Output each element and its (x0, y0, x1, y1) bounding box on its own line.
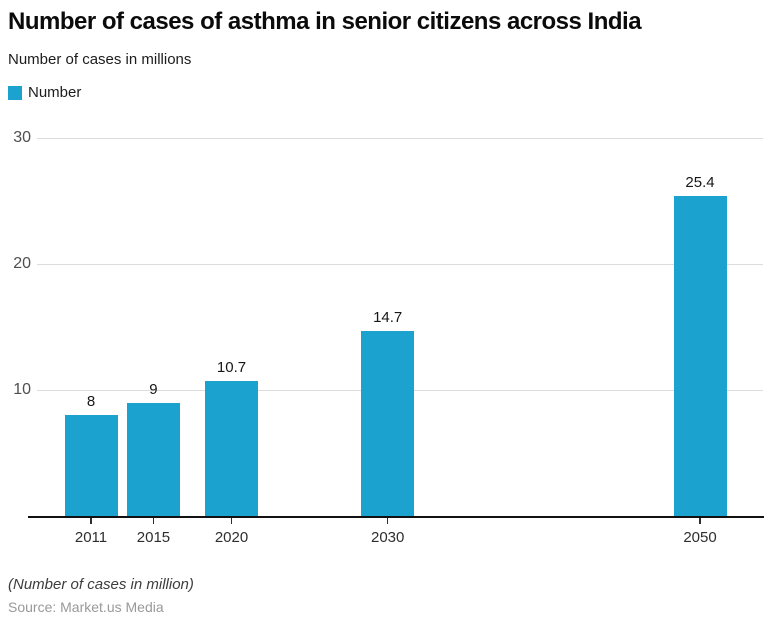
x-axis-tick (152, 518, 155, 524)
x-axis-tick (230, 518, 233, 524)
chart-title: Number of cases of asthma in senior citi… (8, 8, 642, 35)
x-axis-tick (90, 518, 92, 524)
x-axis-tick-label: 2020 (214, 529, 249, 546)
bar-value-label: 25.4 (685, 173, 715, 191)
source-credit: Source: Market.us Media (8, 599, 164, 615)
bar-value-label: 8 (86, 393, 96, 411)
bar (64, 415, 118, 516)
y-gridline (37, 137, 763, 139)
x-axis-tick-label: 2050 (683, 529, 717, 546)
bar (205, 381, 259, 516)
legend-swatch-icon (8, 85, 22, 100)
x-axis-tick (699, 518, 701, 524)
bar-value-label: 10.7 (216, 359, 247, 377)
legend-label: Number (28, 84, 82, 101)
bar (126, 402, 180, 516)
y-gridline (37, 263, 763, 265)
y-axis-tick-label: 10 (13, 381, 31, 398)
x-axis-tick (386, 518, 389, 524)
x-axis-line (28, 516, 764, 518)
x-axis-tick-label: 2030 (371, 529, 405, 546)
y-axis-tick-label: 20 (13, 255, 31, 272)
bar-value-label: 14.7 (373, 308, 403, 326)
axis-unit-note: (Number of cases in million) (8, 576, 194, 593)
y-axis-tick-label: 30 (13, 129, 31, 146)
x-axis-tick-label: 2011 (74, 529, 108, 546)
x-axis-tick-label: 2015 (136, 529, 171, 546)
bar-value-label: 9 (149, 380, 158, 398)
legend: Number (8, 84, 81, 101)
bar (673, 195, 727, 516)
bar (361, 330, 415, 516)
chart-subtitle: Number of cases in millions (8, 51, 192, 68)
